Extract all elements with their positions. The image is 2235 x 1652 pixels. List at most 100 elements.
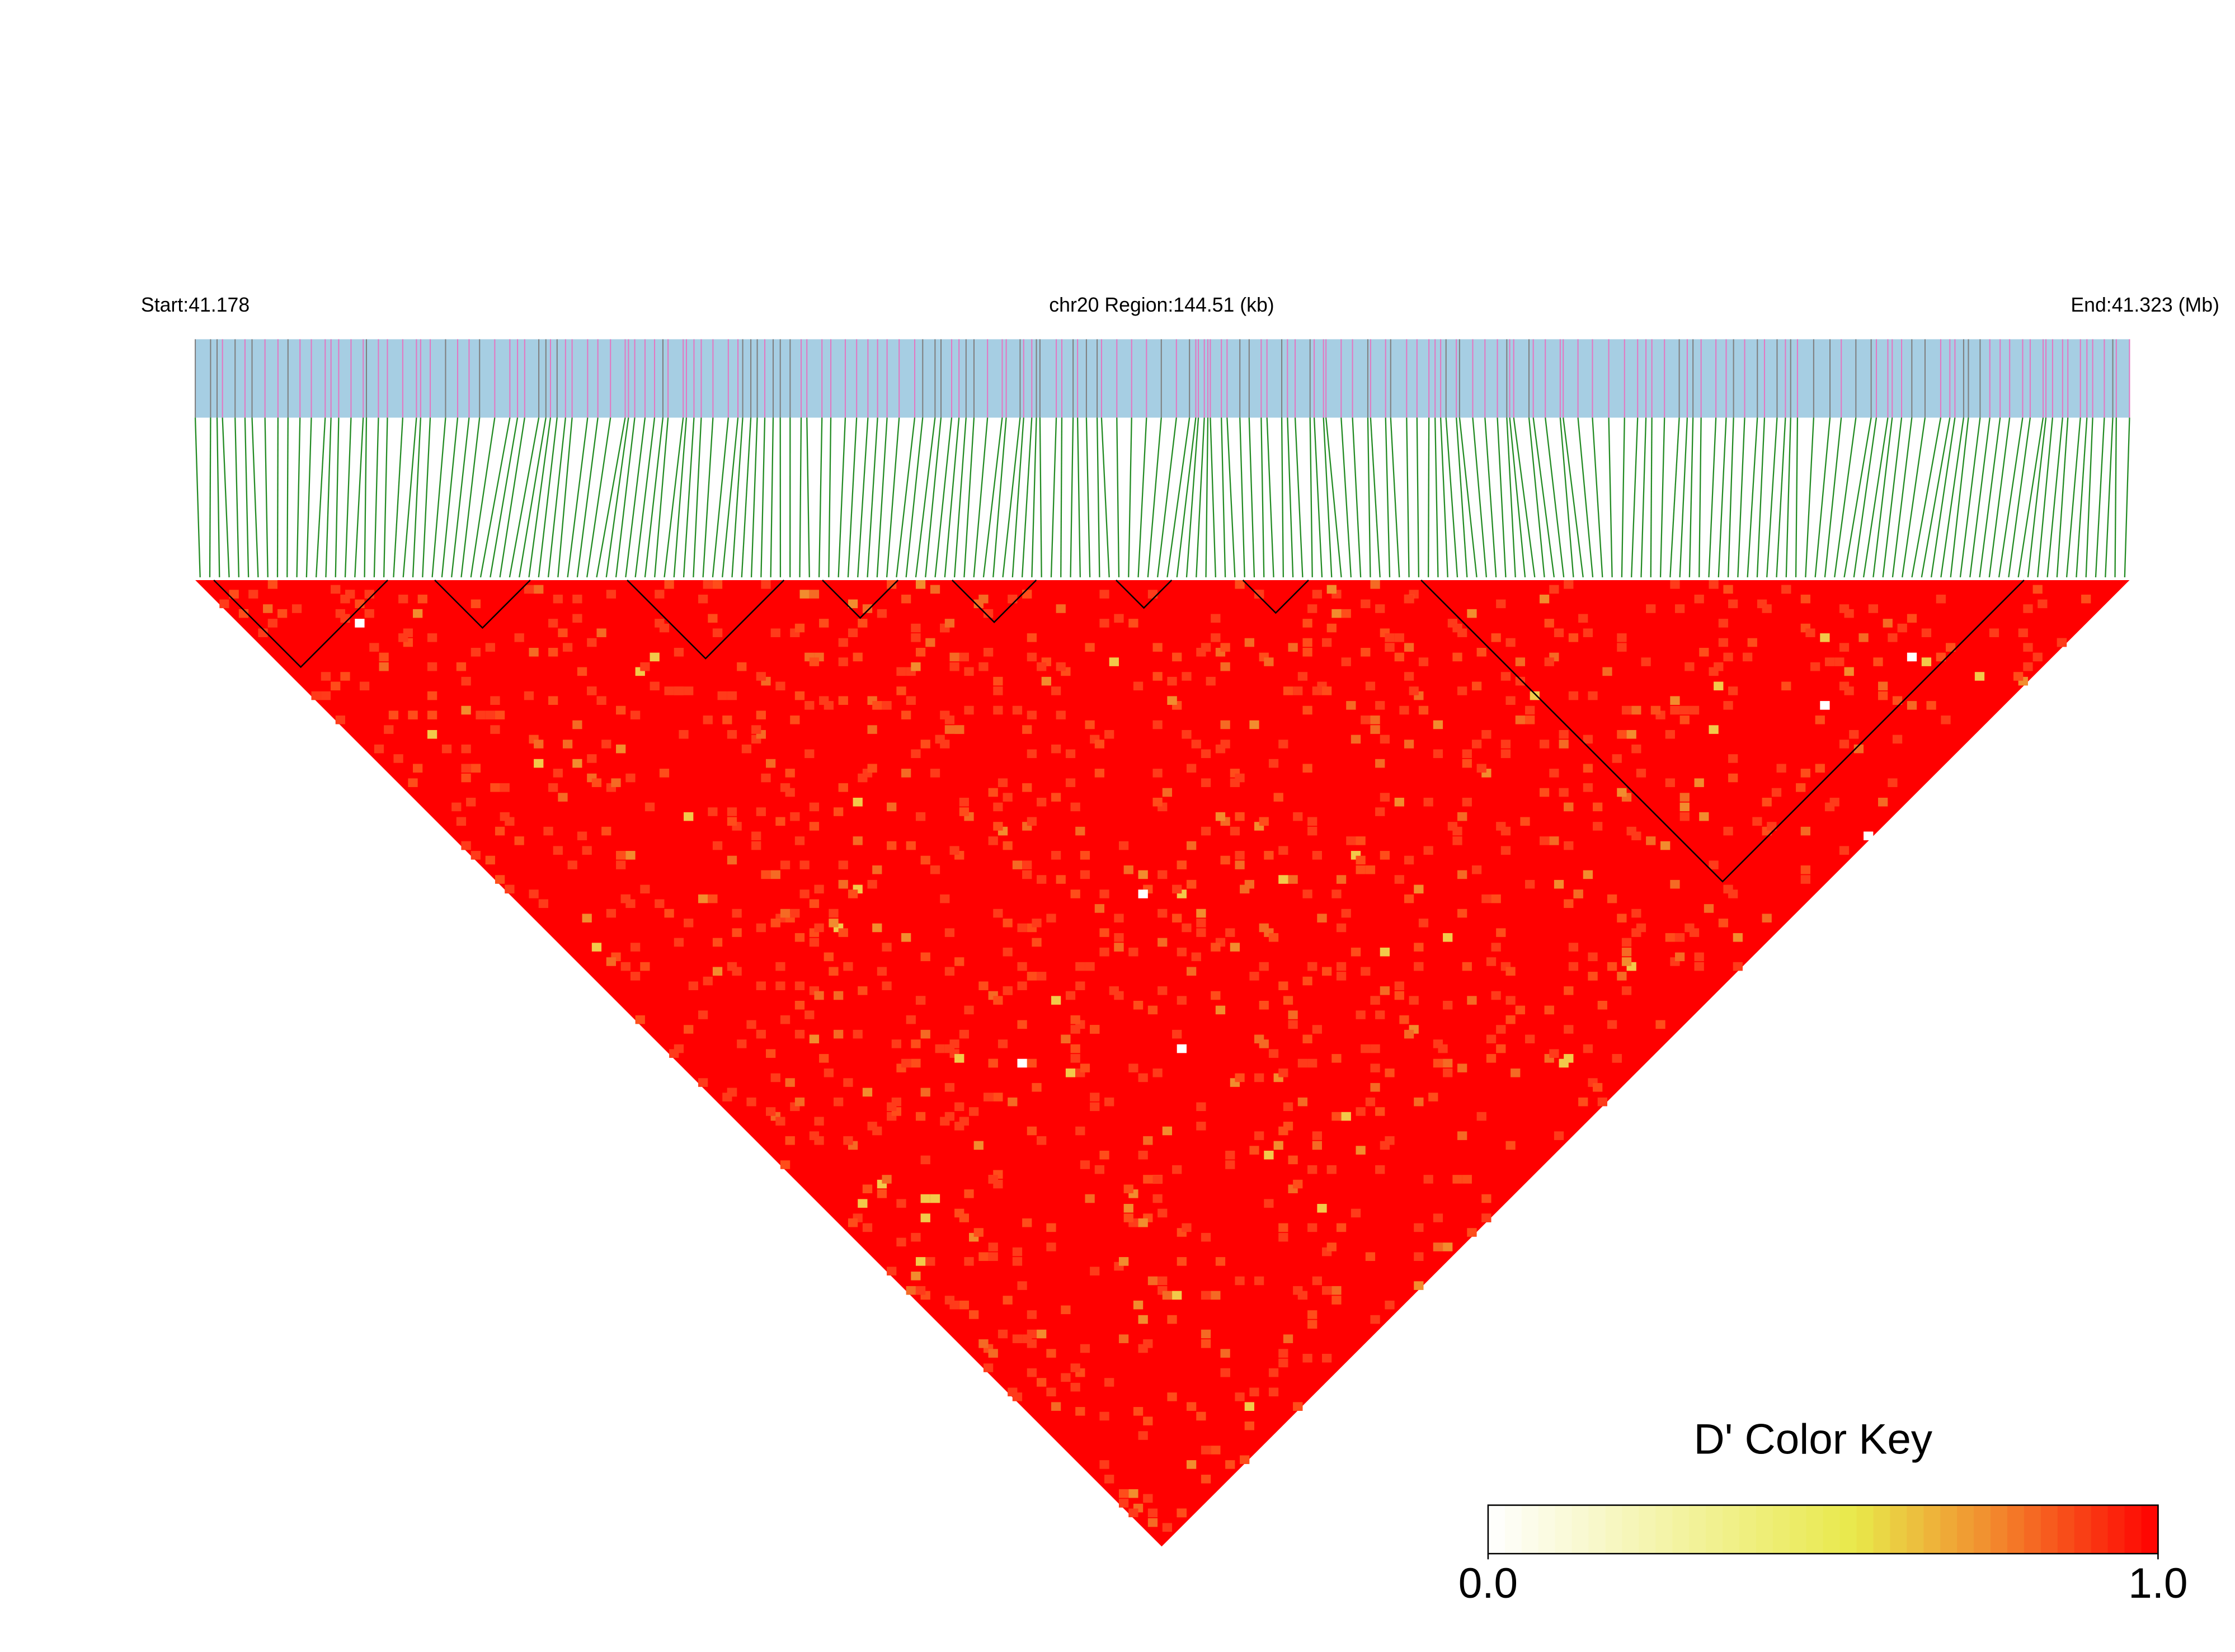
ld-cell (1022, 870, 1032, 879)
ld-cell (1747, 638, 1757, 647)
snp-connector (2114, 417, 2117, 577)
ld-cell (1462, 1175, 1472, 1184)
ld-cell (1820, 701, 1830, 710)
ld-cell (901, 594, 911, 604)
ld-cell (1118, 1334, 1129, 1343)
ld-cell (1336, 1223, 1347, 1232)
ld-cell (1152, 1068, 1163, 1077)
snp-connector (712, 417, 729, 578)
ld-cell (993, 676, 1003, 686)
ld-cell (1288, 1020, 1298, 1029)
snp-connector (1011, 417, 1024, 577)
ld-cell (1003, 947, 1013, 957)
ld-cell (572, 720, 582, 729)
ld-cell (1321, 638, 1332, 647)
snp-connector (2037, 417, 2054, 578)
ld-cell (1158, 938, 1168, 947)
ld-cell (1607, 962, 1617, 971)
ld-cell (1186, 841, 1197, 850)
ld-cell (1046, 914, 1056, 923)
colorbar-step (1555, 1505, 1573, 1554)
ld-cell (737, 662, 747, 671)
ld-cell (1457, 1063, 1467, 1072)
ld-cell (935, 735, 945, 744)
ld-cell (712, 938, 723, 947)
ld-cell (1235, 812, 1245, 821)
snp-connector (1385, 417, 1391, 577)
ld-cell (1380, 851, 1390, 860)
ld-cell (809, 802, 820, 812)
ld-cell (1457, 628, 1467, 637)
ld-cell (809, 822, 820, 831)
ld-cell (799, 590, 810, 599)
ld-cell (1694, 952, 1704, 962)
ld-cell (1525, 716, 1535, 724)
snp-connector (1795, 417, 1799, 577)
ld-cell (427, 729, 437, 739)
ld-cell (1839, 740, 1850, 749)
ld-cell (1094, 740, 1105, 749)
ld-cell (1505, 696, 1516, 705)
ld-cell (1728, 773, 1738, 783)
ld-cell (1012, 1257, 1023, 1266)
ld-cell (1844, 667, 1854, 676)
ld-cell (1718, 619, 1729, 628)
ld-cell (698, 1010, 708, 1019)
ld-cell (997, 1329, 1008, 1339)
snp-connector (1370, 417, 1381, 577)
ld-cell (1278, 1358, 1288, 1368)
ld-cell (1249, 1387, 1259, 1397)
snp-connector (1100, 417, 1110, 577)
ld-cell (1728, 889, 1738, 898)
ld-cell (969, 1310, 979, 1319)
ld-cell (867, 879, 877, 889)
ld-cell (1128, 1489, 1138, 1498)
ld-cell (872, 701, 882, 710)
ld-cell (1317, 1204, 1327, 1213)
ld-cell (1491, 943, 1501, 952)
colorbar-step (1588, 1505, 1606, 1554)
ld-cell (1254, 1131, 1264, 1140)
ld-cell (1041, 676, 1051, 686)
ld-cell (920, 740, 930, 749)
ld-cell (944, 716, 955, 724)
ld-cell (1167, 1392, 1177, 1401)
ld-cell (1220, 1349, 1230, 1358)
ld-cell (1878, 681, 1888, 691)
ld-cell (993, 686, 1003, 695)
ld-cell (1104, 1378, 1114, 1387)
ld-cell (620, 962, 630, 971)
snp-connector (2046, 417, 2063, 578)
ld-cell (1027, 633, 1037, 642)
ld-cell (1452, 1175, 1462, 1184)
ld-cell (1003, 1296, 1013, 1305)
snp-connector (194, 417, 201, 577)
snp-connector (654, 417, 669, 577)
ld-cell (1404, 1029, 1414, 1039)
ld-cell (1259, 1000, 1269, 1010)
colorbar-step (2007, 1505, 2025, 1554)
ld-cell (1191, 740, 1201, 749)
ld-cell (1235, 1276, 1245, 1286)
ld-cell (1361, 1044, 1371, 1053)
colorbar-step (1739, 1505, 1757, 1554)
ld-cell (819, 619, 829, 628)
ld-cell (1147, 1518, 1158, 1527)
ld-cell (1438, 1044, 1448, 1053)
ld-cell (1225, 1150, 1235, 1160)
ld-cell (1926, 701, 1936, 710)
ld-cell (1447, 822, 1458, 831)
ld-cell (848, 628, 858, 637)
ld-cell (1718, 638, 1729, 647)
ld-cell (1365, 1097, 1376, 1107)
snp-connector (335, 417, 340, 577)
snp-connector (1484, 417, 1497, 577)
ld-cell (1293, 686, 1303, 695)
snp-connector (973, 417, 989, 578)
ld-cell (398, 594, 408, 604)
ld-cell (1182, 1223, 1192, 1232)
ld-cell (1278, 981, 1288, 990)
ld-cell (1573, 889, 1583, 898)
snp-connector (1116, 417, 1120, 577)
ld-cell (1027, 1339, 1037, 1348)
